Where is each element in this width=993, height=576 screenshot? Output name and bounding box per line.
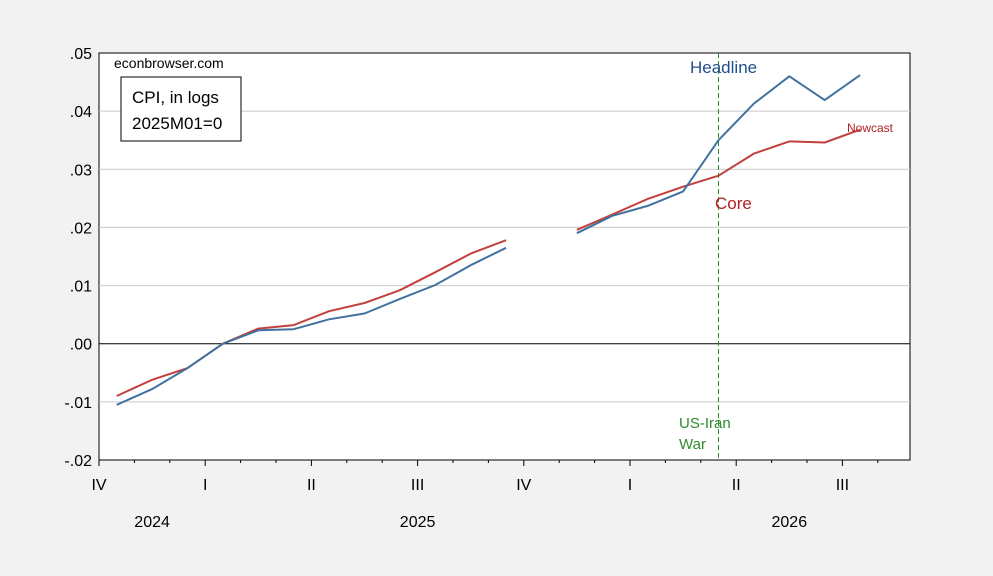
event-label-line-2: War bbox=[679, 436, 706, 453]
y-tick-label: .05 bbox=[70, 46, 92, 63]
y-tick-label: .00 bbox=[70, 337, 92, 354]
x-quarter-label: III bbox=[836, 477, 849, 494]
info-box-line-2: 2025M01=0 bbox=[132, 114, 222, 133]
nowcast-label: Nowcast bbox=[847, 121, 894, 135]
y-tick-label: .04 bbox=[70, 104, 92, 121]
x-year-label: 2026 bbox=[772, 514, 808, 531]
x-quarter-label: I bbox=[203, 477, 207, 494]
core-label: Core bbox=[715, 194, 752, 213]
x-quarter-label: II bbox=[732, 477, 741, 494]
series-line-core bbox=[116, 239, 507, 397]
x-quarter-label: IV bbox=[91, 477, 106, 494]
x-year-label: 2024 bbox=[134, 514, 170, 531]
info-box-line-1: CPI, in logs bbox=[132, 88, 219, 107]
y-tick-label: -.02 bbox=[64, 453, 92, 470]
series-line-core bbox=[576, 128, 861, 231]
y-tick-label: .03 bbox=[70, 162, 92, 179]
series-lines bbox=[116, 74, 861, 406]
x-year-label: 2025 bbox=[400, 514, 436, 531]
event-label-line-1: US-Iran bbox=[679, 415, 731, 432]
headline-label: Headline bbox=[690, 58, 757, 77]
series-line-headline bbox=[116, 246, 507, 406]
y-tick-label: .02 bbox=[70, 220, 92, 237]
x-quarter-label: I bbox=[628, 477, 632, 494]
x-quarter-label: III bbox=[411, 477, 424, 494]
x-quarter-label: IV bbox=[516, 477, 531, 494]
info-box bbox=[120, 76, 242, 142]
series-line-headline bbox=[576, 74, 861, 235]
source-note: econbrowser.com bbox=[114, 55, 224, 71]
y-tick-label: -.01 bbox=[64, 395, 92, 412]
y-axis: .05 .04 .03 .02 .01 .00 -.01 -.02 bbox=[64, 46, 92, 470]
y-tick-label: .01 bbox=[70, 279, 92, 296]
x-quarter-label: II bbox=[307, 477, 316, 494]
